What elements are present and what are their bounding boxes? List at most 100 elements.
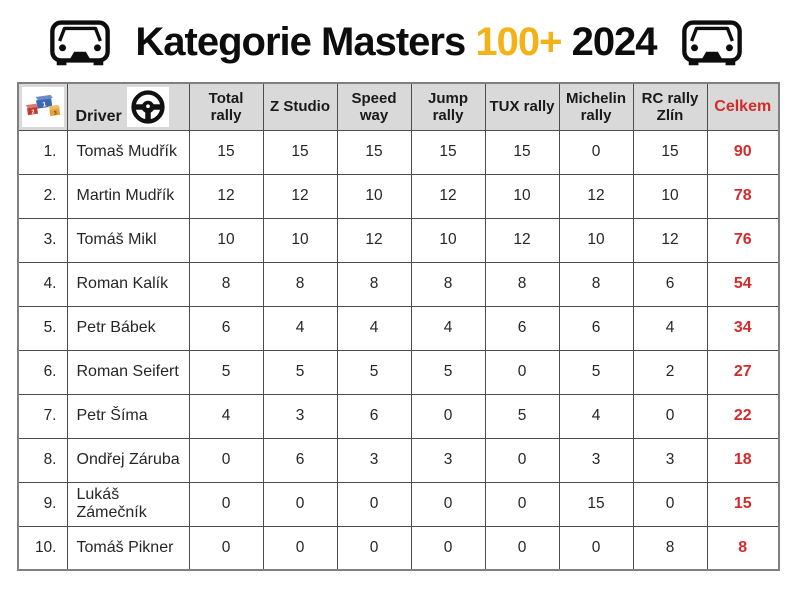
score-cell: 0 <box>410 481 486 527</box>
score-cell: 12 <box>632 217 708 263</box>
event-header: Z Studio <box>262 82 338 131</box>
score-cell: 6 <box>336 393 412 439</box>
score-cell: 8 <box>632 525 708 571</box>
score-cell: 4 <box>558 393 634 439</box>
score-cell: 8 <box>262 261 338 307</box>
score-cell: 3 <box>558 437 634 483</box>
score-cell: 6 <box>188 305 264 351</box>
page-title: Kategorie Masters 100+ 2024 <box>135 19 658 65</box>
svg-text:1: 1 <box>42 101 47 108</box>
score-cell: 6 <box>558 305 634 351</box>
driver-cell: Roman Kalík <box>66 261 190 307</box>
score-cell: 6 <box>262 437 338 483</box>
driver-header: Driver <box>66 82 190 131</box>
total-cell: 15 <box>706 481 780 527</box>
driver-cell: Lukáš Zámečník <box>66 481 190 527</box>
score-cell: 8 <box>336 261 412 307</box>
total-header: Celkem <box>706 82 780 131</box>
total-cell: 34 <box>706 305 780 351</box>
table-row: 5. Petr Bábek 6 4 4 4 6 6 4 34 <box>17 305 780 351</box>
total-cell: 54 <box>706 261 780 307</box>
score-cell: 10 <box>632 173 708 219</box>
driver-cell: Petr Šíma <box>66 393 190 439</box>
score-cell: 10 <box>410 217 486 263</box>
score-cell: 0 <box>188 481 264 527</box>
driver-cell: Martin Mudřík <box>66 173 190 219</box>
header-row: 1 2 3 Driver <box>17 82 780 131</box>
driver-cell: Roman Seifert <box>66 349 190 395</box>
score-cell: 5 <box>484 393 560 439</box>
score-cell: 12 <box>188 173 264 219</box>
title-suffix: 2024 <box>561 19 658 64</box>
title-prefix: Kategorie Masters <box>135 19 476 64</box>
total-cell: 76 <box>706 217 780 263</box>
score-cell: 6 <box>484 305 560 351</box>
score-cell: 4 <box>262 305 338 351</box>
score-cell: 10 <box>484 173 560 219</box>
score-cell: 0 <box>336 481 412 527</box>
score-cell: 5 <box>410 349 486 395</box>
score-cell: 3 <box>410 437 486 483</box>
score-cell: 0 <box>632 393 708 439</box>
driver-cell: Petr Bábek <box>66 305 190 351</box>
score-cell: 8 <box>558 261 634 307</box>
total-cell: 27 <box>706 349 780 395</box>
event-header: Speed way <box>336 82 412 131</box>
score-cell: 0 <box>484 349 560 395</box>
score-cell: 12 <box>558 173 634 219</box>
event-header: RC rally Zlín <box>632 82 708 131</box>
score-cell: 5 <box>188 349 264 395</box>
event-header: Total rally <box>188 82 264 131</box>
score-cell: 4 <box>188 393 264 439</box>
title-bar: Kategorie Masters 100+ 2024 <box>0 0 792 78</box>
score-cell: 15 <box>558 481 634 527</box>
score-cell: 6 <box>632 261 708 307</box>
position-cell: 3. <box>17 217 68 263</box>
table-row: 7. Petr Šíma 4 3 6 0 5 4 0 22 <box>17 393 780 439</box>
score-cell: 0 <box>188 525 264 571</box>
score-cell: 10 <box>336 173 412 219</box>
score-cell: 5 <box>558 349 634 395</box>
score-cell: 15 <box>188 129 264 175</box>
score-cell: 8 <box>410 261 486 307</box>
score-cell: 15 <box>410 129 486 175</box>
score-cell: 0 <box>262 525 338 571</box>
table-row: 9. Lukáš Zámečník 0 0 0 0 0 15 0 15 <box>17 481 780 527</box>
score-cell: 12 <box>410 173 486 219</box>
driver-header-label: Driver <box>75 107 122 125</box>
driver-cell: Tomáš Pikner <box>66 525 190 571</box>
event-header: TUX rally <box>484 82 560 131</box>
score-cell: 12 <box>262 173 338 219</box>
score-cell: 15 <box>262 129 338 175</box>
score-cell: 0 <box>188 437 264 483</box>
driver-cell: Tomáš Mikl <box>66 217 190 263</box>
score-cell: 3 <box>262 393 338 439</box>
score-cell: 15 <box>484 129 560 175</box>
position-cell: 8. <box>17 437 68 483</box>
table-row: 6. Roman Seifert 5 5 5 5 0 5 2 27 <box>17 349 780 395</box>
standings-table: 1 2 3 Driver <box>17 82 780 571</box>
table-row: 3. Tomáš Mikl 10 10 12 10 12 10 12 76 <box>17 217 780 263</box>
score-cell: 8 <box>188 261 264 307</box>
steering-wheel-icon <box>127 86 170 127</box>
table-row: 2. Martin Mudřík 12 12 10 12 10 12 10 78 <box>17 173 780 219</box>
score-cell: 12 <box>484 217 560 263</box>
total-cell: 18 <box>706 437 780 483</box>
event-header: Michelin rally <box>558 82 634 131</box>
score-cell: 4 <box>336 305 412 351</box>
score-cell: 5 <box>336 349 412 395</box>
score-cell: 10 <box>188 217 264 263</box>
event-header: Jump rally <box>410 82 486 131</box>
position-cell: 9. <box>17 481 68 527</box>
score-cell: 0 <box>484 481 560 527</box>
driver-cell: Ondřej Záruba <box>66 437 190 483</box>
score-cell: 0 <box>262 481 338 527</box>
car-front-icon <box>50 20 110 66</box>
score-cell: 5 <box>262 349 338 395</box>
position-cell: 10. <box>17 525 68 571</box>
total-cell: 78 <box>706 173 780 219</box>
score-cell: 2 <box>632 349 708 395</box>
position-cell: 5. <box>17 305 68 351</box>
